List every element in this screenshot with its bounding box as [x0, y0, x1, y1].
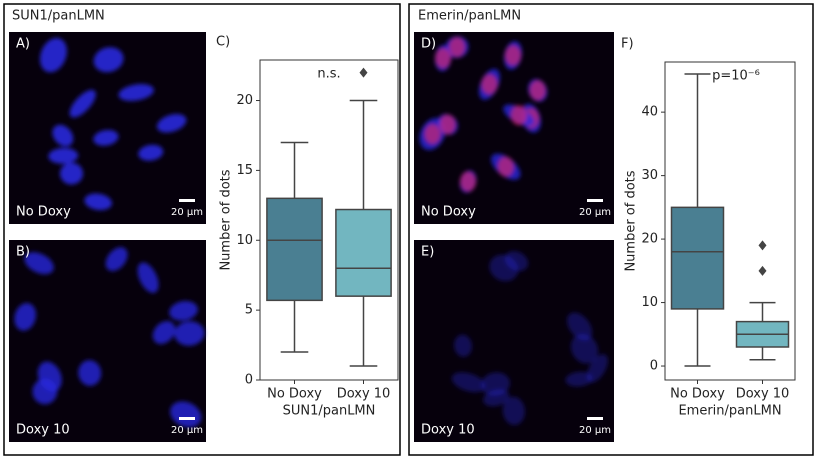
cells: [39, 37, 187, 211]
scale-bar: [179, 199, 195, 202]
signal: [448, 37, 465, 58]
nucleus: [93, 129, 119, 146]
box: [266, 197, 323, 302]
annotation: p=10⁻⁶: [712, 69, 760, 84]
nucleus: [451, 372, 486, 393]
nucleus: [504, 250, 529, 272]
nucleus: [138, 144, 164, 161]
y-tick-label: 0: [650, 359, 658, 374]
nucleus: [502, 396, 525, 426]
nucleus: [39, 37, 67, 73]
cells: [451, 250, 608, 426]
box: [335, 208, 392, 297]
plot-frame: [259, 59, 399, 381]
image-letter: B): [16, 245, 30, 260]
x-axis-label: SUN1/panLMN: [283, 404, 376, 419]
annotation: n.s.: [317, 67, 340, 82]
nucleus: [37, 361, 62, 392]
nucleus: [565, 371, 593, 387]
scale-label: 20 μm: [579, 207, 611, 218]
nucleus: [59, 162, 84, 185]
cells: [14, 247, 205, 428]
image-letter: E): [421, 245, 434, 260]
nucleus: [156, 113, 187, 133]
x-tick-label: No Doxy: [267, 387, 322, 402]
chart-title: F): [621, 37, 634, 52]
plot-frame: [664, 61, 796, 381]
nucleus: [567, 312, 593, 341]
x-tick-label: Doxy 10: [337, 387, 391, 402]
signal: [504, 45, 521, 66]
outlier: [758, 240, 767, 251]
signal: [424, 124, 441, 145]
signal: [435, 48, 452, 69]
box: [670, 206, 725, 310]
scale-bar: [587, 199, 603, 202]
nucleus: [78, 360, 102, 386]
outlier: [758, 265, 767, 276]
nucleus: [152, 321, 176, 345]
signal: [481, 74, 498, 95]
outlier: [359, 67, 368, 78]
x-tick-label: Doxy 10: [736, 387, 790, 402]
y-tick-label: 30: [641, 168, 658, 183]
nucleus: [170, 401, 202, 428]
nucleus: [24, 252, 54, 275]
nucleus: [169, 301, 198, 321]
y-tick-label: 0: [245, 373, 253, 388]
images: A) No Doxy 20 μm B) Doxy 10 20 μm D) No Doxy 20 …: [9, 32, 614, 442]
panel-border: [408, 3, 814, 456]
scale-bar: [179, 417, 195, 420]
y-axis-label: Number of dots: [624, 170, 639, 271]
image-label: No Doxy: [16, 205, 71, 220]
nucleus: [586, 354, 608, 383]
image-letter: D): [421, 37, 436, 52]
nucleus: [14, 303, 37, 331]
nucleus: [93, 47, 124, 73]
nucleus: [483, 389, 510, 407]
nucleus: [52, 124, 74, 147]
cells: [419, 36, 548, 193]
y-tick-label: 40: [641, 105, 658, 120]
chart-title: C): [216, 35, 230, 50]
nucleus: [118, 84, 154, 101]
signal: [460, 171, 477, 192]
y-tick-label: 20: [236, 93, 253, 108]
scale-label: 20 μm: [171, 207, 203, 218]
image-label: No Doxy: [421, 205, 476, 220]
signal: [439, 114, 456, 135]
y-tick-label: 15: [236, 163, 253, 178]
nucleus: [570, 333, 599, 364]
nucleus: [174, 321, 205, 346]
image-label: Doxy 10: [16, 423, 70, 438]
signal: [497, 156, 514, 177]
nucleus: [69, 89, 96, 118]
y-tick-label: 10: [641, 295, 658, 310]
panel-title: Emerin/panLMN: [418, 9, 521, 24]
nucleus: [48, 147, 79, 164]
scale-label: 20 μm: [579, 425, 611, 436]
panel-title: SUN1/panLMN: [12, 9, 105, 24]
nucleus: [105, 247, 128, 272]
signal: [510, 105, 527, 126]
scale-bar: [587, 417, 603, 420]
y-tick-label: 20: [641, 232, 658, 247]
image-letter: A): [16, 37, 30, 52]
image-label: Doxy 10: [421, 423, 475, 438]
nucleus: [454, 334, 472, 357]
x-tick-label: No Doxy: [670, 387, 725, 402]
x-axis-label: Emerin/panLMN: [678, 404, 781, 419]
nucleus: [137, 262, 159, 293]
scale-label: 20 μm: [171, 425, 203, 436]
panel-border: [3, 3, 401, 456]
signal: [529, 80, 546, 101]
y-axis-label: Number of dots: [219, 169, 234, 270]
y-tick-label: 10: [236, 233, 253, 248]
y-tick-label: 5: [245, 303, 253, 318]
nucleus: [84, 193, 113, 211]
